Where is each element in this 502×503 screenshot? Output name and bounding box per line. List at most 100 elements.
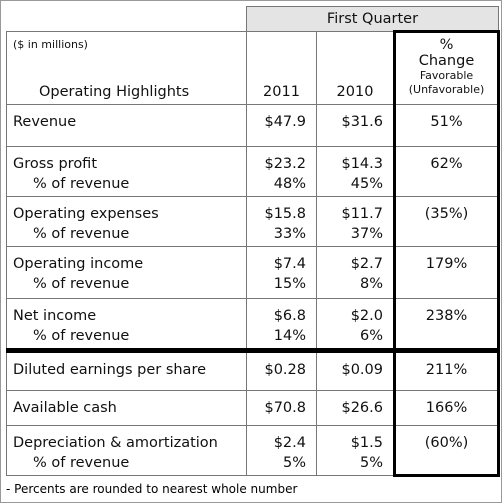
value-cell: $7.4 15% — [246, 246, 317, 299]
cell-line: $0.09 — [341, 362, 383, 378]
value-cell: $31.6 — [316, 104, 395, 147]
value-cell: $26.6 — [316, 390, 395, 426]
change-cell: 166% — [393, 390, 500, 426]
row-label: Gross profit % of revenue — [6, 146, 247, 197]
cell-line: 6% — [359, 328, 383, 344]
cell-line: (35%) — [424, 206, 469, 222]
blank — [7, 7, 247, 32]
change-line: Favorable — [419, 69, 474, 82]
cell-line: $2.0 — [350, 308, 383, 324]
change-line: (Unfavorable) — [408, 83, 485, 96]
row-label: Revenue — [6, 104, 247, 147]
change-cell: 51% — [393, 104, 500, 147]
units: ($ in millions) — [13, 38, 88, 51]
change-line: % — [439, 37, 454, 53]
row: Operating expenses% of revenue $15.8 33% $1… — [6, 196, 500, 247]
cell-line: $47.9 — [264, 114, 306, 130]
year: 2010 — [316, 31, 395, 105]
cell-line: 51% — [430, 114, 463, 130]
cell-line: 8% — [359, 276, 383, 292]
cell-line: $7.4 — [273, 256, 306, 272]
cell-line: 166% — [425, 400, 468, 416]
row: Net income % of revenue $6.8 14% $2.0 6% 238% — [6, 298, 500, 353]
cell-line: % of revenue — [33, 226, 130, 242]
row: Diluted earnings per share $0.28 $0.09 211% — [6, 350, 500, 391]
row-label: Available cash — [6, 390, 247, 426]
cell-line: $26.6 — [341, 400, 383, 416]
row-label: Operating income % of revenue — [6, 246, 247, 299]
row-label: Diluted earnings per share — [6, 350, 247, 391]
cell-line: Gross profit — [13, 156, 98, 172]
value-cell: $14.3 45% — [316, 146, 395, 197]
value-cell: $11.7 37% — [316, 196, 395, 247]
cell-line: 5% — [282, 455, 306, 471]
cell-line: $23.2 — [264, 156, 306, 172]
change-line: Change — [418, 53, 475, 69]
change-cell: (35%) — [393, 196, 500, 247]
label-column: Operating Highlights — [39, 84, 190, 100]
cell-line: Net income — [13, 308, 97, 324]
cell-line: % of revenue — [33, 276, 130, 292]
header-title: First Quarter — [246, 6, 499, 32]
year: 2011 — [246, 31, 317, 105]
row: Revenue $47.9 $31.6 51% — [6, 104, 500, 147]
cell-line: 45% — [350, 176, 383, 192]
change-cell: (60%) — [393, 425, 500, 477]
cell-line: % of revenue — [33, 455, 130, 471]
change-header: % Change Favorable (Unfavorable) — [393, 30, 500, 105]
cell-line: Depreciation & amortization — [13, 435, 218, 451]
cell-line: $2.7 — [350, 256, 383, 272]
cell-line: % of revenue — [33, 176, 130, 192]
change-cell: 62% — [393, 146, 500, 197]
cell-line: 15% — [273, 276, 306, 292]
cell-line: 48% — [273, 176, 306, 192]
cell-line: 238% — [425, 308, 468, 324]
cell-line: $14.3 — [341, 156, 383, 172]
change-cell: 211% — [393, 350, 500, 391]
value-cell: $15.8 33% — [246, 196, 317, 247]
cell-line: $1.5 — [350, 435, 383, 451]
cell-line: 33% — [273, 226, 306, 242]
label-header: ($ in millions) Operating Highlights — [6, 31, 247, 105]
value-cell: $1.5 5% — [316, 425, 395, 476]
value-cell: $70.8 — [246, 390, 317, 426]
value-cell: $0.28 — [246, 350, 317, 391]
cell-line: 62% — [430, 156, 463, 172]
value-cell: $2.7 8% — [316, 246, 395, 299]
cell-line: 179% — [425, 256, 468, 272]
value-cell: $0.09 — [316, 350, 395, 391]
cell-line: 5% — [359, 455, 383, 471]
cell-line: % of revenue — [33, 328, 130, 344]
footnote: - Percents are rounded to nearest whole … — [6, 482, 298, 496]
change-cell: 179% — [393, 246, 500, 299]
cell-line: Operating expenses — [13, 206, 159, 222]
change-cell: 238% — [393, 298, 500, 353]
cell-line: (60%) — [424, 435, 469, 451]
cell-line: $31.6 — [341, 114, 383, 130]
cell-line: $11.7 — [341, 206, 383, 222]
cell-line: $0.28 — [264, 362, 306, 378]
cell-line: $6.8 — [273, 308, 306, 324]
cell-line: 14% — [273, 328, 306, 344]
value-cell: $47.9 — [246, 104, 317, 147]
cell-line: $15.8 — [264, 206, 306, 222]
cell-line: $70.8 — [264, 400, 306, 416]
value-cell: $6.8 14% — [246, 298, 317, 353]
row: Depreciation & amortization % of revenue $… — [6, 425, 500, 477]
value-cell: $2.0 6% — [316, 298, 395, 353]
row: Available cash $70.8 $26.6 166% — [6, 390, 500, 426]
row-label: Depreciation & amortization % of revenue — [6, 425, 247, 476]
row-label: Operating expenses % of revenue — [6, 196, 247, 247]
row-label: Net income % of revenue — [6, 298, 247, 353]
cell-line: Operating income — [13, 256, 144, 272]
cell-line: Available cash — [13, 400, 117, 416]
cell-line: $2.4 — [273, 435, 306, 451]
value-cell: $23.2 48% — [246, 146, 317, 197]
cell-line: 37% — [350, 226, 383, 242]
row: Gross profit % of revenue $23.2 48% $14.3 45%… — [6, 146, 500, 197]
cell-line: 211% — [425, 362, 468, 378]
cell-line: Revenue — [13, 114, 77, 130]
row: Operating income % of revenue $7.4 15% $2.7 8… — [6, 246, 500, 299]
value-cell: $2.4 5% — [246, 425, 317, 476]
